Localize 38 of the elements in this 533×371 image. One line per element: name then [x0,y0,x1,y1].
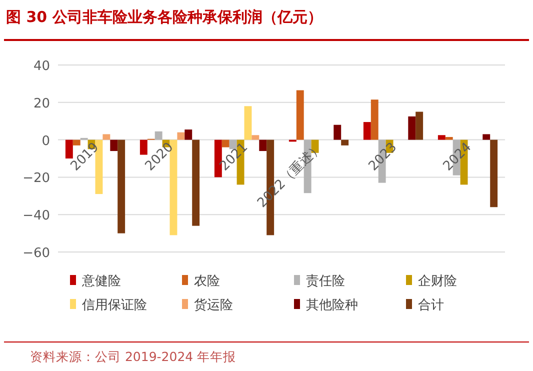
bar [334,124,342,140]
bar [341,140,349,146]
y-tick-label: 40 [33,59,50,74]
bar [102,134,110,140]
bar [363,122,371,140]
bar [252,135,260,140]
y-tick-label: −20 [22,171,50,186]
legend-label: 合计 [418,298,444,313]
legend-label: 信用保证险 [82,298,147,313]
y-tick-label: −40 [22,208,50,224]
legend-label: 企财险 [418,274,457,289]
bar [416,112,424,140]
bar [370,100,378,140]
bar [244,106,252,140]
bar [296,90,304,140]
bar [177,132,185,140]
y-tick-label: 0 [42,134,50,149]
legend-label: 意健险 [81,274,121,289]
text: 资料来源：公司 2019-2024 年年报 [30,349,236,364]
y-tick-label: −60 [22,246,50,261]
legend-label: 农险 [194,274,220,289]
bar [95,140,103,194]
bar [184,130,192,140]
bar [118,140,126,234]
legend-label: 责任险 [306,274,345,289]
legend-label: 货运险 [194,298,233,313]
bar [490,140,498,208]
chart-title: 图 30 公司非车险业务各险种承保利润（亿元） [6,8,322,26]
y-tick-label: 20 [33,96,50,112]
bar [445,136,453,140]
legend-label: 其他险种 [306,298,358,313]
bar [154,131,162,140]
bar [192,140,200,226]
bar [259,140,267,152]
bar [110,140,118,152]
bar [482,134,490,140]
bar [438,135,446,140]
bar [408,116,416,140]
